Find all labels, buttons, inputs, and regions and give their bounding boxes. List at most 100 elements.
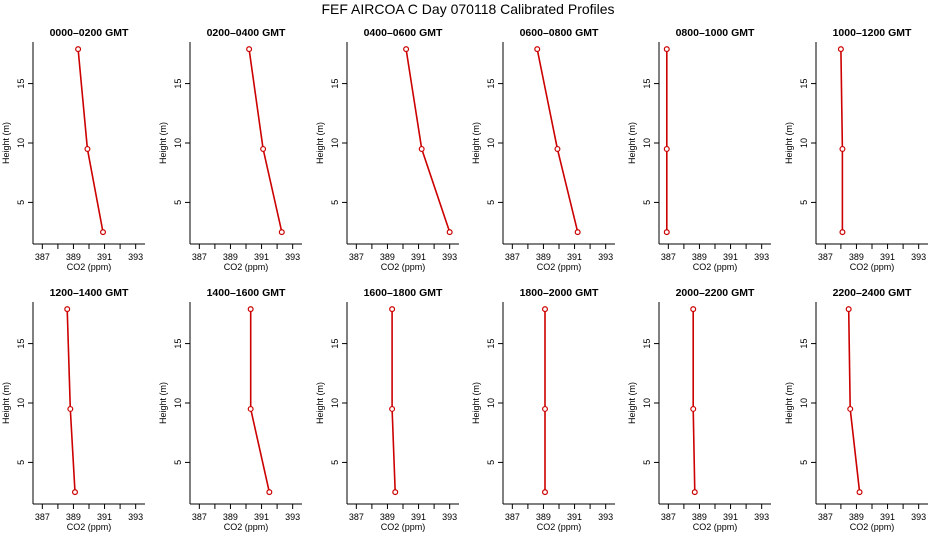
y-axis-title: Height (m) bbox=[784, 382, 794, 424]
data-point bbox=[247, 405, 254, 412]
data-point bbox=[67, 405, 74, 412]
x-tick-label: 389 bbox=[66, 512, 81, 522]
x-tick-label: 387 bbox=[192, 512, 207, 522]
y-tick-label: 15 bbox=[642, 79, 652, 89]
x-axis-title: CO2 (ppm) bbox=[693, 522, 738, 532]
data-point bbox=[99, 229, 106, 236]
data-point bbox=[856, 489, 863, 496]
y-tick-label: 15 bbox=[642, 339, 652, 349]
y-tick-label: 5 bbox=[799, 460, 809, 465]
x-tick-label: 393 bbox=[911, 252, 926, 262]
x-tick-label: 391 bbox=[411, 252, 426, 262]
x-tick-label: 391 bbox=[880, 252, 895, 262]
y-tick-label: 10 bbox=[799, 138, 809, 148]
data-point bbox=[554, 145, 561, 152]
data-point bbox=[75, 46, 82, 53]
y-tick-label: 15 bbox=[173, 79, 183, 89]
y-tick-label: 10 bbox=[16, 398, 26, 408]
x-tick-label: 387 bbox=[349, 512, 364, 522]
x-tick-label: 393 bbox=[754, 512, 769, 522]
x-tick-label: 389 bbox=[380, 252, 395, 262]
x-tick-label: 393 bbox=[285, 252, 300, 262]
x-tick-label: 387 bbox=[35, 252, 50, 262]
y-tick-label: 10 bbox=[330, 138, 340, 148]
data-point bbox=[534, 46, 541, 53]
y-tick-label: 10 bbox=[330, 398, 340, 408]
y-tick-label: 15 bbox=[330, 79, 340, 89]
x-axis-title: CO2 (ppm) bbox=[224, 522, 269, 532]
data-point bbox=[690, 405, 697, 412]
y-tick-label: 10 bbox=[642, 398, 652, 408]
x-tick-label: 389 bbox=[66, 252, 81, 262]
x-tick-label: 389 bbox=[223, 512, 238, 522]
y-axis-title: Height (m) bbox=[315, 382, 325, 424]
data-point bbox=[246, 46, 253, 53]
y-axis-title: Height (m) bbox=[1, 122, 11, 164]
panel-title: 1200–1400 GMT bbox=[50, 287, 129, 299]
y-axis-title: Height (m) bbox=[784, 122, 794, 164]
profile-line bbox=[692, 309, 696, 493]
y-tick-label: 5 bbox=[16, 460, 26, 465]
x-axis-title: CO2 (ppm) bbox=[850, 262, 895, 272]
data-point bbox=[418, 145, 425, 152]
x-tick-label: 393 bbox=[754, 252, 769, 262]
y-tick-label: 5 bbox=[486, 460, 496, 465]
y-tick-label: 10 bbox=[642, 138, 652, 148]
panel-title: 0800–1000 GMT bbox=[676, 27, 755, 39]
data-point bbox=[392, 489, 399, 496]
x-axis-title: CO2 (ppm) bbox=[537, 522, 582, 532]
x-tick-label: 391 bbox=[254, 512, 269, 522]
data-point bbox=[663, 145, 670, 152]
x-axis-title: CO2 (ppm) bbox=[381, 522, 426, 532]
panel-title: 0400–0600 GMT bbox=[364, 27, 443, 39]
y-tick-label: 10 bbox=[799, 398, 809, 408]
x-axis-title: CO2 (ppm) bbox=[693, 262, 738, 272]
data-point bbox=[541, 405, 548, 412]
y-tick-label: 5 bbox=[330, 460, 340, 465]
data-point bbox=[845, 306, 852, 313]
y-tick-label: 10 bbox=[173, 138, 183, 148]
profile-line bbox=[847, 309, 861, 493]
y-axis-title: Height (m) bbox=[1, 382, 11, 424]
data-point bbox=[266, 489, 273, 496]
x-axis-title: CO2 (ppm) bbox=[224, 262, 269, 272]
y-tick-label: 5 bbox=[16, 200, 26, 205]
panel-title: 2000–2200 GMT bbox=[676, 287, 755, 299]
x-tick-label: 391 bbox=[254, 252, 269, 262]
data-point bbox=[389, 306, 396, 313]
x-tick-label: 393 bbox=[911, 512, 926, 522]
x-tick-label: 389 bbox=[692, 512, 707, 522]
x-tick-label: 387 bbox=[505, 252, 520, 262]
y-tick-label: 15 bbox=[799, 339, 809, 349]
data-point bbox=[847, 405, 854, 412]
profile-line bbox=[77, 49, 104, 233]
data-point bbox=[247, 306, 254, 313]
x-axis-title: CO2 (ppm) bbox=[381, 262, 426, 272]
data-point bbox=[278, 229, 285, 236]
figure-title: FEF AIRCOA C Day 070118 Calibrated Profi… bbox=[321, 1, 615, 17]
x-tick-label: 389 bbox=[223, 252, 238, 262]
y-tick-label: 15 bbox=[486, 79, 496, 89]
data-point bbox=[690, 306, 697, 313]
y-axis-title: Height (m) bbox=[158, 382, 168, 424]
x-tick-label: 389 bbox=[849, 252, 864, 262]
x-tick-label: 393 bbox=[598, 512, 613, 522]
x-axis-title: CO2 (ppm) bbox=[537, 262, 582, 272]
data-point bbox=[663, 229, 670, 236]
y-axis-title: Height (m) bbox=[315, 122, 325, 164]
x-tick-label: 391 bbox=[97, 252, 112, 262]
x-tick-label: 393 bbox=[128, 252, 143, 262]
profile-line bbox=[249, 309, 271, 493]
x-tick-label: 391 bbox=[567, 252, 582, 262]
data-point bbox=[541, 306, 548, 313]
y-axis-title: Height (m) bbox=[627, 122, 637, 164]
profile-line bbox=[840, 49, 844, 233]
y-axis-title: Height (m) bbox=[471, 122, 481, 164]
x-axis-title: CO2 (ppm) bbox=[67, 522, 112, 532]
y-tick-label: 10 bbox=[486, 138, 496, 148]
data-point bbox=[839, 229, 846, 236]
x-tick-label: 389 bbox=[536, 252, 551, 262]
data-point bbox=[691, 489, 698, 496]
x-tick-label: 391 bbox=[723, 252, 738, 262]
